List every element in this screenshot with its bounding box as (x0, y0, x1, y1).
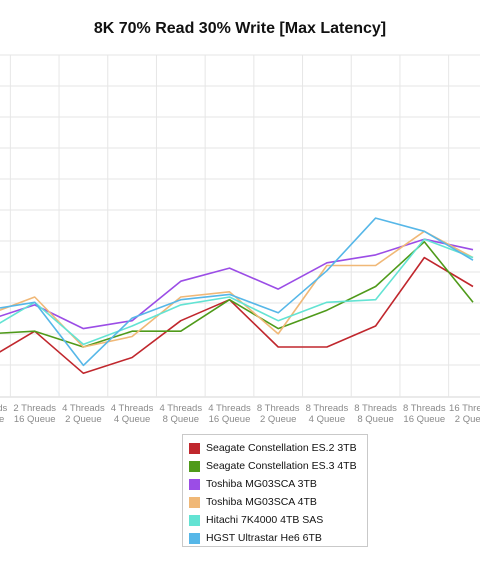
legend-swatch (189, 496, 200, 508)
legend-label: Toshiba MG03SCA 3TB (206, 478, 317, 490)
legend-swatch (189, 460, 200, 472)
legend-item[interactable]: Seagate Constellation ES.2 3TB (189, 439, 367, 457)
series-line (0, 238, 474, 346)
legend-swatch (189, 478, 200, 490)
grid (0, 54, 480, 398)
legend-item[interactable]: Toshiba MG03SCA 4TB (189, 493, 367, 511)
x-tick-label: 4 Queue (114, 414, 150, 425)
x-tick-label: 2 Queue (65, 414, 101, 425)
legend-label: Hitachi 7K4000 4TB SAS (206, 514, 324, 526)
legend-swatch (189, 514, 200, 526)
series-line (0, 217, 474, 367)
legend-label: Seagate Constellation ES.2 3TB (206, 442, 357, 454)
series-line (0, 256, 474, 375)
legend-item[interactable]: Toshiba MG03SCA 3TB (189, 475, 367, 493)
x-tick-label: 2 Queue (260, 414, 296, 425)
x-tick-label: 8 Threads (306, 403, 349, 414)
x-tick-label: 1 Queue (0, 414, 4, 425)
legend-item[interactable]: Seagate Constellation ES.3 4TB (189, 457, 367, 475)
legend-item[interactable]: Hitachi 7K4000 4TB SAS (189, 511, 367, 529)
x-tick-label: 16 Threads (449, 403, 480, 414)
x-tick-label: 16 Queue (403, 414, 445, 425)
x-tick-label: 4 Threads (111, 403, 154, 414)
x-tick-label: 8 Threads (257, 403, 300, 414)
x-tick-label: 8 Queue (357, 414, 393, 425)
x-tick-label: 4 Threads (62, 403, 105, 414)
x-tick-label: 2 Queue (455, 414, 480, 425)
chart-title: 8K 70% Read 30% Write [Max Latency] (93, 20, 387, 37)
x-tick-label: 8 Threads (403, 403, 446, 414)
series-line (0, 241, 474, 348)
legend-swatch (189, 442, 200, 454)
legend-item[interactable]: HGST Ultrastar He6 6TB (189, 529, 367, 547)
series-lines (0, 217, 474, 375)
x-tick-label: 16 Queue (209, 414, 251, 425)
legend-swatch (189, 532, 200, 544)
x-tick-label: 4 Threads (159, 403, 202, 414)
x-tick-label: 2 Threads (13, 403, 56, 414)
series-line (0, 238, 474, 330)
legend-label: Seagate Constellation ES.3 4TB (206, 460, 357, 472)
x-tick-label: 4 Threads (208, 403, 251, 414)
x-tick-label: 8 Threads (354, 403, 397, 414)
x-tick-label: 4 Queue (309, 414, 345, 425)
x-tick-label: 8 Queue (163, 414, 199, 425)
legend-label: Toshiba MG03SCA 4TB (206, 496, 317, 508)
legend-label: HGST Ultrastar He6 6TB (206, 532, 322, 544)
legend: Seagate Constellation ES.2 3TB Seagate Co… (182, 434, 368, 547)
x-tick-label: 16 Queue (14, 414, 56, 425)
x-tick-label: 1 Threads (0, 403, 8, 414)
